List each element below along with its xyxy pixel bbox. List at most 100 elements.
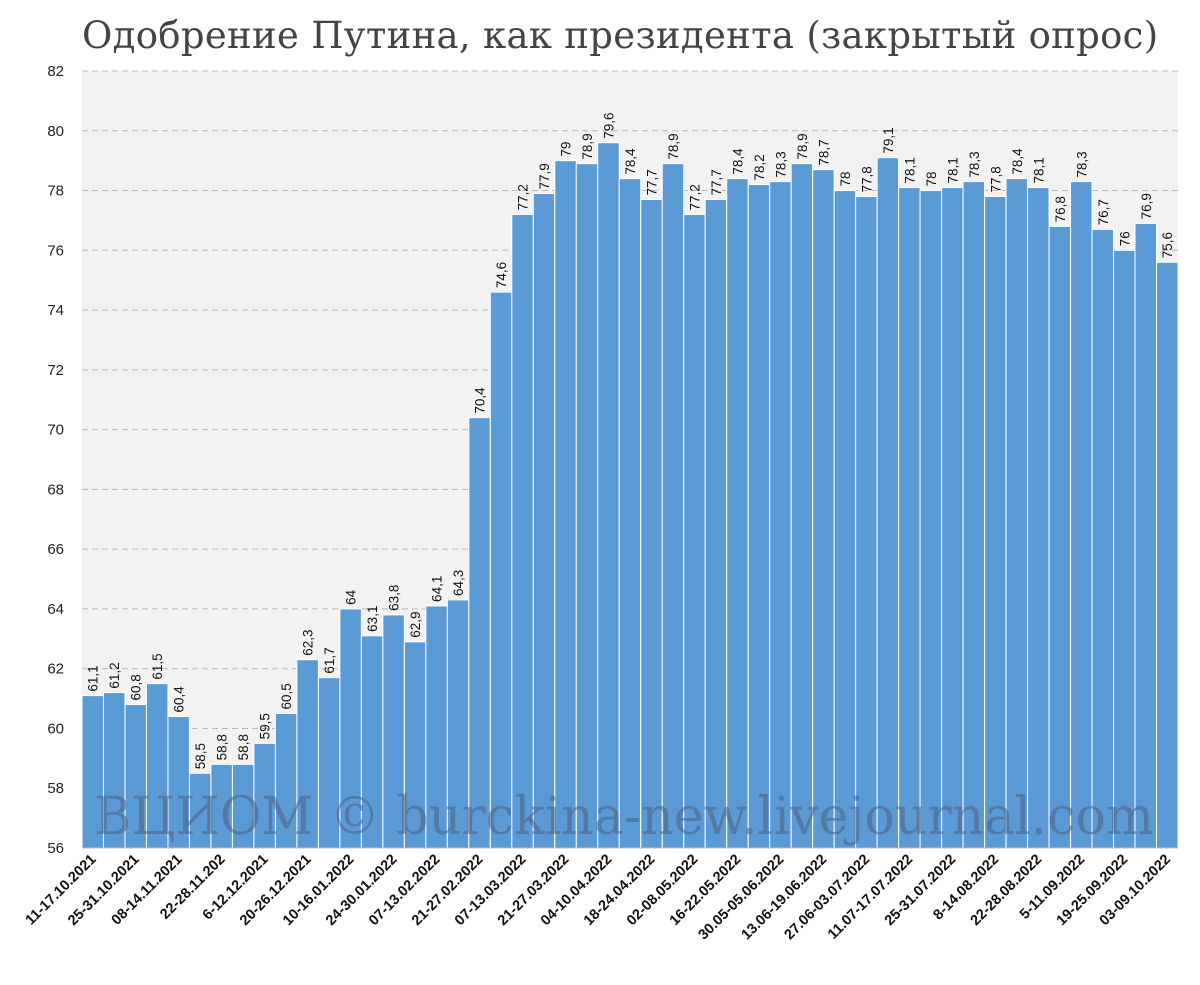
data-label: 60,8 [129, 674, 144, 700]
data-label: 77,9 [537, 163, 552, 189]
data-label: 75,6 [1160, 232, 1175, 258]
bar [489, 291, 513, 849]
data-label: 76 [1117, 231, 1132, 246]
x-axis: 11-17.10.202125-31.10.202108-14.11.20212… [23, 852, 1174, 944]
data-label: 78,1 [902, 157, 917, 183]
bar [876, 157, 900, 849]
data-label: 78 [924, 172, 939, 187]
data-label: 78 [838, 172, 853, 187]
data-label: 78,4 [623, 148, 638, 175]
bar [790, 163, 814, 849]
bar [1156, 261, 1179, 849]
data-label: 76,9 [1139, 193, 1154, 219]
data-label: 77,7 [644, 169, 659, 195]
data-label: 62,3 [301, 629, 316, 655]
bar [704, 199, 728, 849]
bar [1091, 228, 1115, 849]
data-label: 60,5 [279, 683, 294, 709]
y-tick-label: 62 [47, 661, 64, 678]
bar [1113, 249, 1136, 849]
bar [855, 196, 878, 849]
bar [532, 193, 556, 849]
bar [984, 196, 1007, 849]
data-label: 63,1 [365, 606, 380, 632]
data-label: 58,8 [215, 734, 230, 760]
data-label: 78,4 [730, 148, 745, 175]
watermark: ВЦИОМ © burckina-new.livejournal.com [94, 787, 1154, 847]
bar [1134, 222, 1158, 849]
y-tick-label: 66 [47, 541, 64, 558]
data-label: 61,2 [107, 662, 122, 688]
bar [769, 181, 792, 849]
bar [962, 181, 986, 849]
data-label: 64 [344, 589, 359, 605]
y-tick-label: 74 [47, 302, 64, 319]
bar [898, 187, 921, 849]
data-label: 77,8 [988, 166, 1003, 192]
data-label: 64,1 [430, 576, 445, 602]
data-label: 78,9 [580, 133, 595, 159]
y-tick-label: 64 [47, 601, 64, 618]
data-label: 70,4 [473, 387, 488, 414]
data-label: 76,7 [1096, 199, 1111, 225]
bar [511, 213, 534, 849]
data-label: 79,6 [602, 112, 617, 138]
data-label: 78,9 [666, 133, 681, 159]
bar [468, 417, 491, 849]
data-label: 78,3 [967, 151, 982, 177]
y-tick-label: 60 [47, 720, 64, 737]
y-tick-label: 72 [47, 362, 64, 379]
data-label: 61,1 [86, 665, 101, 691]
y-tick-label: 68 [47, 481, 64, 498]
bar [941, 187, 964, 849]
bar [618, 178, 642, 849]
y-tick-label: 70 [47, 422, 64, 439]
data-label: 78,9 [795, 133, 810, 159]
y-axis: 56 58 60 62 64 66 68 70 72 74 76 78 80 82 [47, 63, 1178, 857]
bar [1027, 187, 1050, 849]
data-label: 64,3 [451, 570, 466, 596]
data-label: 78,3 [1074, 151, 1089, 177]
y-tick-label: 56 [47, 840, 64, 857]
data-label: 79,1 [881, 127, 896, 153]
data-label: 59,5 [258, 713, 273, 739]
y-tick-label: 78 [47, 183, 64, 200]
data-label: 77,8 [859, 166, 874, 192]
data-label: 78,1 [1031, 157, 1046, 183]
bar [683, 213, 706, 849]
data-label: 58,5 [193, 743, 208, 769]
bar [726, 178, 749, 849]
y-tick-label: 76 [47, 242, 64, 259]
data-label: 76,8 [1053, 196, 1068, 222]
y-tick-label: 80 [47, 123, 64, 140]
bars [81, 142, 1179, 849]
data-label: 78,2 [752, 154, 767, 180]
data-label: 74,6 [494, 262, 509, 288]
chart-title: Одобрение Путина, как президента (закрыт… [82, 14, 1159, 57]
data-label: 61,5 [150, 653, 165, 679]
bar [575, 163, 599, 849]
bar [640, 199, 663, 849]
data-label: 78,4 [1010, 148, 1025, 175]
bar [1005, 178, 1029, 849]
bar [661, 163, 685, 849]
data-label: 78,1 [945, 157, 960, 183]
data-label: 61,7 [322, 647, 337, 673]
data-label: 63,8 [387, 585, 402, 611]
data-label: 77,7 [709, 169, 724, 195]
bar [1048, 225, 1072, 849]
bar [919, 190, 943, 849]
bar [812, 169, 835, 849]
bar [1070, 181, 1093, 849]
bar [833, 190, 857, 849]
y-tick-label: 58 [47, 780, 64, 797]
data-labels: 61,1 61,2 60,8 61,5 60,4 58,5 58,8 58,8 59,5 60,5… [86, 112, 1176, 769]
data-label: 58,8 [236, 734, 251, 760]
data-label: 77,2 [516, 184, 531, 210]
data-label: 78,3 [773, 151, 788, 177]
bar [747, 184, 771, 849]
bar [597, 142, 620, 849]
bar [554, 160, 577, 849]
data-label: 79 [559, 142, 574, 157]
